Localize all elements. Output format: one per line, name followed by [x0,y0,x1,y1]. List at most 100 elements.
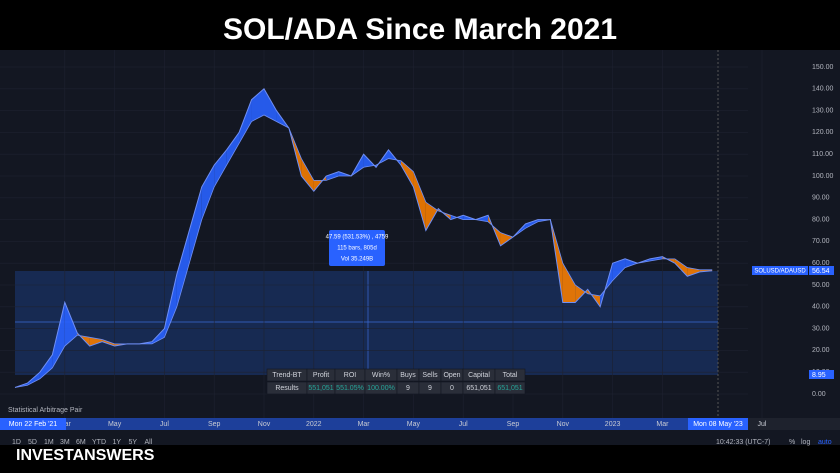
table-value: 651,051 [466,385,491,392]
x-tick-label: Sep [208,421,221,428]
pct-toggle[interactable]: % [789,439,795,446]
y-tick-label: 60.00 [812,260,830,267]
x-tick-label: Nov [258,421,271,428]
brand: INVESTANSWERS [16,447,155,464]
band-fill [226,132,240,166]
x-tick-label: May [407,421,421,428]
band-fill [89,337,103,347]
table-header: Sells [422,372,438,379]
y-tick-label: 100.00 [812,173,834,180]
band-fill [562,263,576,303]
date-label [688,418,748,430]
y-tick-label: 20.00 [812,347,830,354]
band-fill [214,149,227,187]
table-header: Buys [400,372,416,379]
y-tick-label: 120.00 [812,129,834,136]
range-button[interactable]: 6M [76,439,86,446]
x-tick-label: Jul [459,421,468,428]
range-button[interactable]: YTD [92,439,106,446]
title: SOL/ADA Since March 2021 [223,13,617,46]
range-button[interactable]: 5D [28,439,37,446]
band-fill [102,339,115,347]
band-fill [264,88,277,122]
band-fill [674,258,688,277]
table-header: Profit [313,372,329,379]
y-tick-label: 140.00 [812,86,834,93]
start-date: Mon 22 Feb '21 [9,421,58,428]
band-fill [39,354,53,379]
band-fill [176,230,190,307]
x-tick-label: Mar [358,421,371,428]
range-button[interactable]: 1D [12,439,21,446]
band-fill [239,99,252,144]
table-value: Results [275,385,299,392]
band-fill [413,171,426,231]
range-button[interactable]: 3M [60,439,70,446]
measure-range [15,271,718,375]
table-header: Total [503,372,518,379]
end-date: Mon 08 May '23 [693,421,743,428]
y-tick-label: 0.00 [812,391,826,398]
last-price: 56.54 [812,268,830,275]
y-tick-label: 30.00 [812,325,830,332]
table-header: Open [443,372,460,379]
range-button[interactable]: 1Y [113,439,122,446]
x-tick-label: 2022 [306,421,322,428]
x-tick-label: Jul [758,421,767,428]
table-header: Win% [372,372,390,379]
band-fill [625,258,638,268]
x-tick-label: May [108,421,122,428]
x-tick-label: 2023 [605,421,621,428]
table-header: Capital [468,372,490,379]
table-header: Trend-BT [272,372,302,379]
y-tick-label: 110.00 [812,151,833,158]
table-value: 100.00% [367,385,395,392]
y-tick-label: 80.00 [812,216,830,223]
table-value: 651,051 [497,385,522,392]
clock: 10:42:33 (UTC-7) [716,439,770,446]
table-header: ROI [344,372,357,379]
y-tick-label: 40.00 [812,304,830,311]
x-tick-label: Sep [507,421,520,428]
measure-text: 47.59 (531.53%) , 4759 [326,235,389,241]
measure-tooltip [329,230,385,266]
band-fill [575,285,588,303]
measure-text: 115 bars, 805d [337,246,377,252]
x-tick-label: Nov [557,421,570,428]
y-tick-label: 150.00 [812,64,834,71]
band-fill [201,165,215,220]
table-value: 551,051 [308,385,333,392]
table-cell [494,381,526,395]
measure-text: Vol 35.249B [341,257,373,263]
auto-toggle[interactable]: auto [818,439,832,446]
y-tick-label: 90.00 [812,195,830,202]
band-fill [425,202,439,231]
time-range-highlight [0,418,748,430]
x-tick-label: Jul [160,421,169,428]
range-button[interactable]: 5Y [129,439,138,446]
y-tick-label: 130.00 [812,107,834,114]
series-label [752,266,808,275]
pair-label: Statistical Arbitrage Pair [8,407,83,414]
band-fill [500,232,513,246]
range-button[interactable]: All [145,439,153,446]
band-fill [64,302,78,347]
price-label [809,370,834,379]
band-fill [612,258,626,281]
y-tick-label: 70.00 [812,238,830,245]
band-fill [326,171,339,181]
band-fill [525,219,538,229]
series-line [14,114,713,388]
band-fill [687,267,700,277]
table-cell [494,368,526,382]
table-value: 9 [428,385,432,392]
log-toggle[interactable]: log [801,439,810,446]
band-fill [301,158,314,192]
band-fill [189,186,202,264]
band-fill [400,160,414,187]
table-value: 9 [406,385,410,392]
table-value: 0 [450,385,454,392]
range-button[interactable]: 1M [44,439,54,446]
series-name: SOLUSD/ADAUSD [754,269,806,275]
